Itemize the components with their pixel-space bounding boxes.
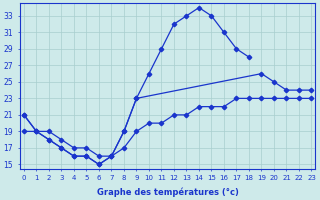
X-axis label: Graphe des températures (°c): Graphe des températures (°c) xyxy=(97,187,239,197)
